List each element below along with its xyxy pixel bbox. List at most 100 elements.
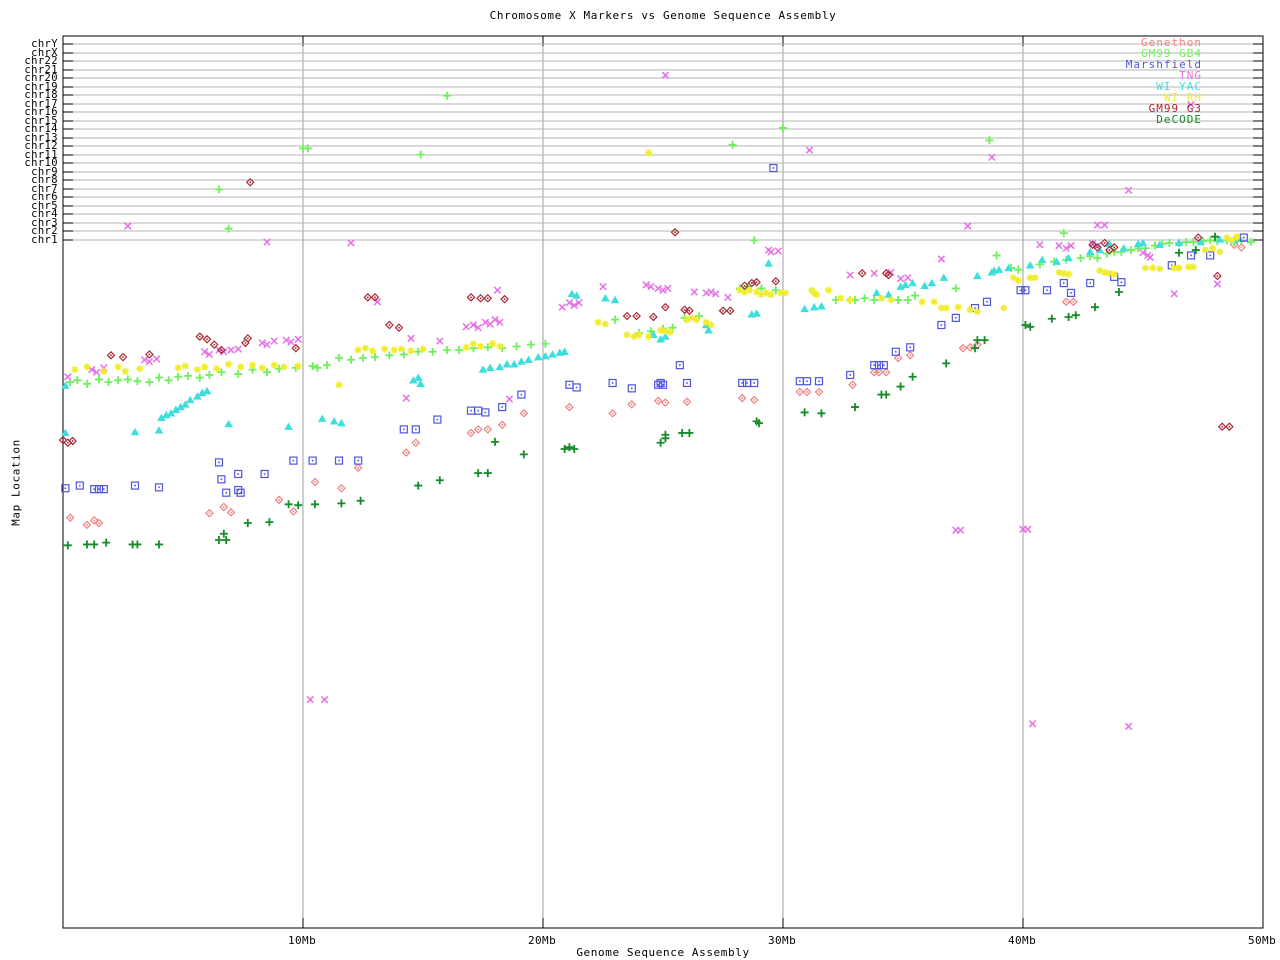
chr-label-chr1: chr1: [31, 234, 58, 246]
data-point: [201, 363, 209, 371]
data-point: [887, 274, 890, 276]
data-point: [258, 339, 266, 347]
data-point: [1209, 244, 1217, 252]
data-point: [799, 391, 801, 393]
data-point: [905, 350, 915, 360]
data-point: [683, 309, 686, 311]
data-point: [659, 382, 662, 384]
data-point: [680, 305, 689, 315]
data-point: [1174, 238, 1184, 247]
data-point: [1206, 236, 1215, 245]
data-point: [243, 334, 253, 343]
data-point: [428, 347, 437, 356]
data-point: [483, 425, 493, 434]
data-point: [1228, 236, 1236, 244]
data-point: [225, 491, 227, 494]
data-point: [1059, 278, 1068, 288]
data-point: [1042, 286, 1052, 295]
data-point: [575, 298, 583, 307]
data-point: [338, 459, 340, 462]
data-point: [568, 406, 571, 408]
data-point: [937, 255, 946, 263]
data-point: [631, 387, 633, 390]
data-point: [939, 273, 949, 281]
data-point: [145, 350, 154, 359]
legend-entry-wi-rh: WI RH: [1164, 91, 1202, 104]
data-point: [755, 419, 763, 428]
data-point: [419, 345, 427, 353]
data-point: [846, 271, 854, 279]
data-point: [239, 491, 242, 494]
data-point: [757, 284, 766, 293]
data-point: [215, 185, 223, 194]
data-point: [962, 347, 964, 349]
data-point: [769, 163, 778, 173]
data-point: [483, 293, 493, 303]
data-point: [466, 428, 476, 438]
data-point: [973, 308, 981, 316]
legend-entry-gm99-g3: GM99 G3: [1149, 102, 1202, 115]
data-point: [278, 499, 280, 501]
data-point: [1103, 242, 1106, 244]
data-point: [642, 281, 650, 289]
data-point: [385, 320, 394, 330]
data-point: [879, 361, 888, 370]
data-point: [469, 340, 477, 348]
data-point: [220, 349, 223, 351]
data-point: [1026, 322, 1035, 331]
legend-label: Genethon: [1141, 36, 1202, 49]
data-point: [1085, 247, 1095, 256]
data-point: [1093, 254, 1102, 263]
data-point: [263, 473, 266, 475]
data-point: [1004, 263, 1013, 272]
data-point: [909, 354, 911, 357]
data-point: [601, 294, 610, 302]
data-point: [519, 450, 528, 459]
data-point: [736, 286, 744, 294]
data-point: [779, 123, 787, 132]
data-point: [381, 345, 389, 353]
data-point: [775, 280, 777, 283]
data-point: [1213, 280, 1222, 288]
data-point: [495, 362, 505, 371]
data-point: [234, 345, 242, 353]
data-point: [416, 150, 425, 159]
data-point: [390, 346, 398, 354]
data-point: [308, 456, 317, 465]
data-point: [1141, 264, 1149, 272]
data-point: [570, 301, 578, 310]
data-point: [1070, 292, 1072, 294]
data-point: [68, 436, 77, 446]
data-point: [104, 378, 113, 387]
data-point: [1187, 100, 1195, 109]
data-point: [752, 309, 761, 317]
data-point: [294, 335, 302, 344]
data-point: [1211, 232, 1219, 241]
data-point: [908, 278, 917, 287]
data-point: [885, 371, 887, 374]
data-point: [771, 276, 781, 286]
data-point: [994, 265, 1004, 273]
data-point: [661, 302, 670, 312]
data-point: [314, 481, 316, 483]
data-point: [234, 485, 243, 495]
data-point: [1093, 221, 1102, 229]
data-point: [124, 222, 132, 230]
data-point: [666, 328, 674, 336]
data-point: [145, 378, 154, 387]
legend-label: WI YAC: [1156, 80, 1202, 93]
data-point: [183, 371, 192, 380]
data-point: [1225, 422, 1234, 432]
data-point: [477, 409, 479, 412]
data-point: [971, 344, 979, 353]
data-point: [762, 289, 770, 297]
data-point: [121, 367, 129, 375]
data-point: [688, 309, 691, 312]
data-point: [63, 541, 72, 550]
data-point: [685, 428, 694, 437]
data-point: [249, 181, 251, 184]
data-point: [95, 375, 103, 384]
data-point: [234, 469, 243, 479]
data-point: [174, 372, 183, 381]
data-point: [800, 304, 809, 313]
